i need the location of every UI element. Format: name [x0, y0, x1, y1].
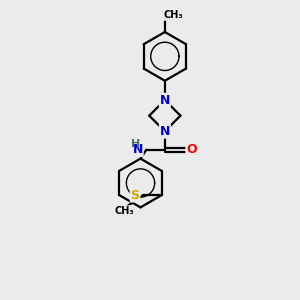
Text: N: N [160, 94, 170, 106]
Text: S: S [130, 189, 140, 202]
Text: H: H [130, 140, 140, 149]
Text: N: N [160, 125, 170, 138]
Text: CH₃: CH₃ [114, 206, 134, 216]
Text: O: O [186, 143, 197, 156]
Text: CH₃: CH₃ [164, 10, 183, 20]
Text: N: N [133, 143, 143, 156]
